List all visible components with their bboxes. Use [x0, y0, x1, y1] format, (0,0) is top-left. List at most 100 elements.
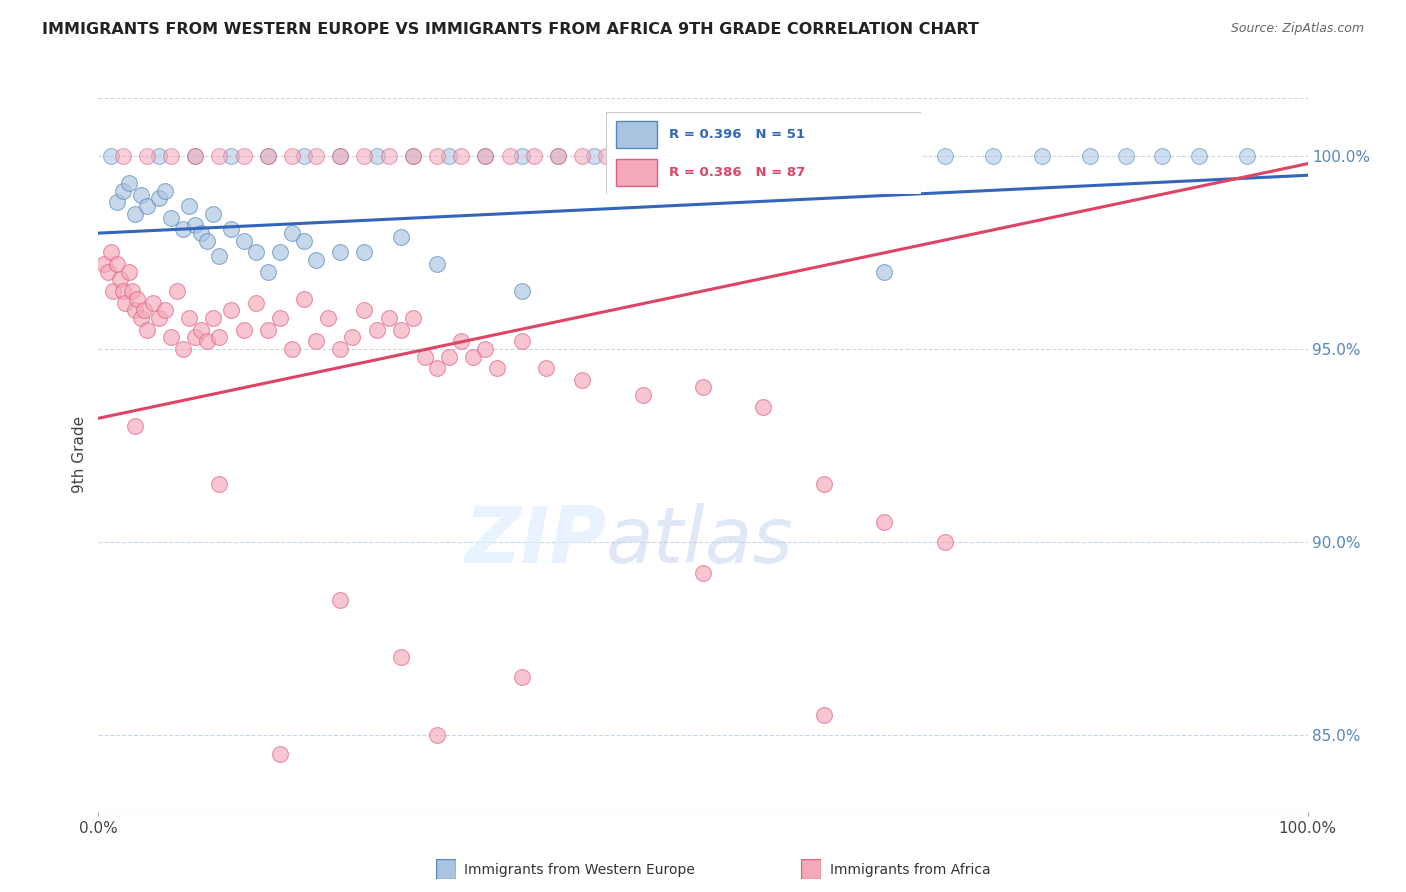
- Point: [692, 566, 714, 580]
- Point: [148, 149, 170, 163]
- Point: [644, 149, 666, 163]
- Text: Immigrants from Africa: Immigrants from Africa: [830, 863, 990, 877]
- Point: [190, 322, 212, 336]
- Point: [353, 245, 375, 260]
- Point: [269, 310, 291, 325]
- Point: [256, 149, 278, 163]
- Point: [135, 199, 157, 213]
- Point: [692, 149, 714, 163]
- Point: [523, 149, 546, 163]
- Point: [934, 149, 956, 163]
- Point: [813, 476, 835, 491]
- Point: [129, 187, 152, 202]
- Point: [269, 747, 291, 761]
- Point: [619, 149, 641, 163]
- Point: [498, 149, 520, 163]
- Point: [1152, 149, 1174, 163]
- FancyBboxPatch shape: [436, 859, 456, 879]
- Point: [221, 303, 243, 318]
- Point: [728, 149, 751, 163]
- Point: [800, 149, 823, 163]
- Point: [195, 334, 218, 348]
- Point: [752, 400, 775, 414]
- Point: [389, 230, 412, 244]
- Point: [101, 284, 124, 298]
- Point: [172, 222, 194, 236]
- Y-axis label: 9th Grade: 9th Grade: [72, 417, 87, 493]
- Point: [245, 295, 267, 310]
- Point: [463, 350, 485, 364]
- Point: [329, 342, 352, 356]
- Point: [1115, 149, 1137, 163]
- Point: [221, 149, 243, 163]
- Point: [389, 650, 412, 665]
- Point: [292, 234, 315, 248]
- Point: [124, 419, 146, 434]
- Point: [305, 149, 328, 163]
- Point: [692, 149, 714, 163]
- Point: [342, 330, 364, 344]
- Point: [127, 292, 149, 306]
- Point: [292, 149, 315, 163]
- Point: [105, 257, 128, 271]
- Point: [160, 211, 183, 225]
- Point: [402, 149, 425, 163]
- Point: [510, 334, 533, 348]
- Point: [269, 245, 291, 260]
- Point: [981, 149, 1004, 163]
- Point: [124, 207, 146, 221]
- Point: [111, 184, 134, 198]
- Point: [121, 284, 143, 298]
- Point: [134, 303, 156, 318]
- Point: [100, 245, 122, 260]
- Point: [179, 310, 201, 325]
- Point: [1188, 149, 1211, 163]
- Point: [692, 380, 714, 394]
- Text: atlas: atlas: [606, 502, 794, 579]
- Point: [329, 149, 352, 163]
- Point: [292, 292, 315, 306]
- Text: ZIP: ZIP: [464, 502, 606, 579]
- Point: [813, 149, 835, 163]
- Point: [873, 516, 896, 530]
- Point: [353, 149, 375, 163]
- Point: [256, 149, 278, 163]
- Point: [195, 234, 218, 248]
- Point: [426, 257, 449, 271]
- Point: [179, 199, 201, 213]
- Point: [474, 149, 496, 163]
- Point: [402, 310, 425, 325]
- Point: [934, 534, 956, 549]
- Point: [232, 234, 254, 248]
- Point: [329, 245, 352, 260]
- Point: [437, 149, 460, 163]
- Point: [256, 265, 278, 279]
- Point: [571, 373, 593, 387]
- Point: [184, 149, 207, 163]
- Point: [1031, 149, 1053, 163]
- Point: [135, 149, 157, 163]
- Point: [111, 284, 134, 298]
- Point: [148, 310, 170, 325]
- Point: [208, 330, 231, 344]
- Point: [202, 310, 225, 325]
- Point: [765, 149, 787, 163]
- Point: [329, 592, 352, 607]
- Point: [426, 361, 449, 376]
- Point: [619, 149, 641, 163]
- Point: [886, 149, 908, 163]
- Point: [281, 226, 304, 240]
- Point: [547, 149, 569, 163]
- FancyBboxPatch shape: [801, 859, 821, 879]
- Point: [129, 310, 152, 325]
- Point: [329, 149, 352, 163]
- Point: [437, 350, 460, 364]
- Point: [837, 149, 859, 163]
- Point: [245, 245, 267, 260]
- Point: [353, 303, 375, 318]
- Text: IMMIGRANTS FROM WESTERN EUROPE VS IMMIGRANTS FROM AFRICA 9TH GRADE CORRELATION C: IMMIGRANTS FROM WESTERN EUROPE VS IMMIGR…: [42, 22, 979, 37]
- Point: [789, 149, 811, 163]
- Point: [450, 149, 472, 163]
- Point: [118, 176, 141, 190]
- Point: [402, 149, 425, 163]
